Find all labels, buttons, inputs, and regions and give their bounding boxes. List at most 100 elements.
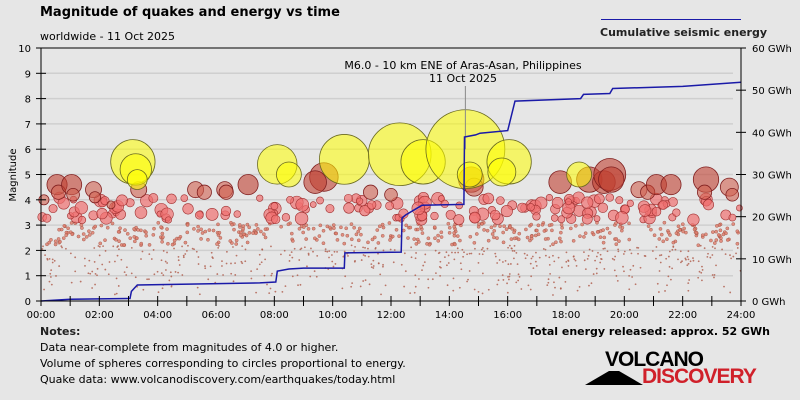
- quake-dot: [98, 254, 101, 257]
- quake-dot: [185, 223, 190, 227]
- quake-dot: [595, 255, 598, 258]
- quake-dot: [53, 239, 58, 244]
- quake-dot: [644, 255, 647, 257]
- quake-dot: [364, 246, 366, 249]
- quake-dot: [494, 252, 497, 255]
- quake-dot: [270, 274, 273, 277]
- quake-circle-large: [487, 157, 517, 187]
- quake-dot: [165, 227, 169, 231]
- quake-dot: [164, 260, 167, 263]
- quake-dot: [688, 279, 691, 281]
- x-tick-label: 16:00: [493, 310, 522, 321]
- quake-dot: [629, 248, 631, 251]
- energy-line: [40, 81, 742, 302]
- quake-dot: [508, 275, 511, 278]
- quake-dot: [480, 248, 483, 251]
- quake-dot: [736, 247, 739, 249]
- quake-dot: [349, 237, 354, 242]
- y-tick-label: 8: [25, 95, 31, 106]
- quake-dot: [235, 254, 238, 257]
- quake-dot: [199, 227, 204, 232]
- quake-dot: [671, 248, 674, 251]
- quake-circle: [74, 201, 88, 215]
- quake-dot: [98, 241, 103, 246]
- quake-dot: [315, 275, 318, 278]
- x-tick-label: 22:00: [668, 310, 697, 321]
- quake-dot: [157, 291, 160, 294]
- quake-dot: [713, 276, 715, 279]
- quake-dot: [333, 250, 336, 253]
- quake-dot: [354, 246, 356, 248]
- quake-dot: [606, 250, 609, 253]
- quake-dot: [65, 247, 67, 250]
- quake-dot: [51, 261, 54, 264]
- volcanodiscovery-logo[interactable]: VOLCANO DISCOVERY: [585, 348, 765, 388]
- quake-dot: [234, 274, 237, 276]
- quake-dot: [98, 245, 101, 248]
- quake-dot: [300, 247, 303, 250]
- quake-dot: [324, 250, 327, 253]
- quake-dot: [342, 255, 345, 258]
- quake-dot: [148, 278, 150, 281]
- quake-dot: [614, 255, 617, 258]
- quake-dot: [559, 222, 564, 227]
- quake-circle: [725, 187, 740, 202]
- y2-tick-label: 40 GWh: [752, 128, 792, 139]
- quake-dot: [69, 252, 72, 255]
- quake-dot: [529, 288, 532, 291]
- quake-dot: [508, 278, 510, 281]
- quake-dot: [729, 254, 731, 257]
- quake-dot: [631, 276, 634, 278]
- quake-dot: [192, 227, 196, 231]
- quake-circle: [148, 193, 159, 203]
- quake-dot: [547, 223, 552, 228]
- quake-dot: [439, 260, 442, 263]
- quake-dot: [94, 272, 97, 275]
- quake-dot: [604, 247, 606, 250]
- quake-circle: [295, 198, 310, 212]
- quake-dot: [91, 270, 94, 273]
- quake-dot: [114, 237, 118, 242]
- quake-dot: [682, 226, 686, 231]
- quake-dot: [674, 231, 679, 236]
- quake-dot: [207, 278, 210, 281]
- quake-dot: [603, 268, 606, 270]
- quake-dot: [452, 289, 455, 292]
- quake-dot: [349, 222, 354, 227]
- quake-dot: [538, 256, 541, 259]
- quake-dot: [96, 267, 99, 270]
- quake-dot: [520, 288, 523, 290]
- quake-circle: [489, 209, 501, 221]
- quake-dot: [89, 272, 92, 275]
- quake-circle: [517, 202, 528, 213]
- quake-dot: [116, 246, 119, 248]
- quake-circle: [359, 205, 371, 217]
- quake-dot: [328, 256, 330, 259]
- quake-dot: [481, 253, 484, 256]
- quake-dot: [525, 235, 530, 240]
- quake-dot: [536, 232, 541, 237]
- quake-dot: [49, 272, 52, 275]
- quake-dot: [646, 224, 651, 229]
- quake-dot: [549, 245, 552, 247]
- quake-circle: [106, 200, 116, 210]
- quake-dot: [437, 252, 440, 255]
- y2-tick-label: 30 GWh: [752, 171, 792, 182]
- quake-dot: [195, 250, 198, 253]
- quake-dot: [370, 237, 375, 242]
- quake-dot: [671, 267, 673, 270]
- quake-dot: [263, 235, 268, 240]
- quake-dot: [656, 282, 659, 285]
- quake-dot: [404, 223, 409, 228]
- quake-dot: [543, 237, 548, 241]
- quake-dot: [711, 274, 714, 276]
- quake-dot: [367, 247, 369, 250]
- quake-dot: [667, 275, 670, 278]
- small-quake-dots: [37, 191, 743, 296]
- quake-dot: [419, 225, 423, 230]
- quake-dot: [547, 278, 550, 281]
- quake-dot: [83, 257, 86, 260]
- quake-dot: [628, 275, 631, 277]
- quake-dot: [652, 233, 657, 238]
- quake-dot: [483, 250, 485, 253]
